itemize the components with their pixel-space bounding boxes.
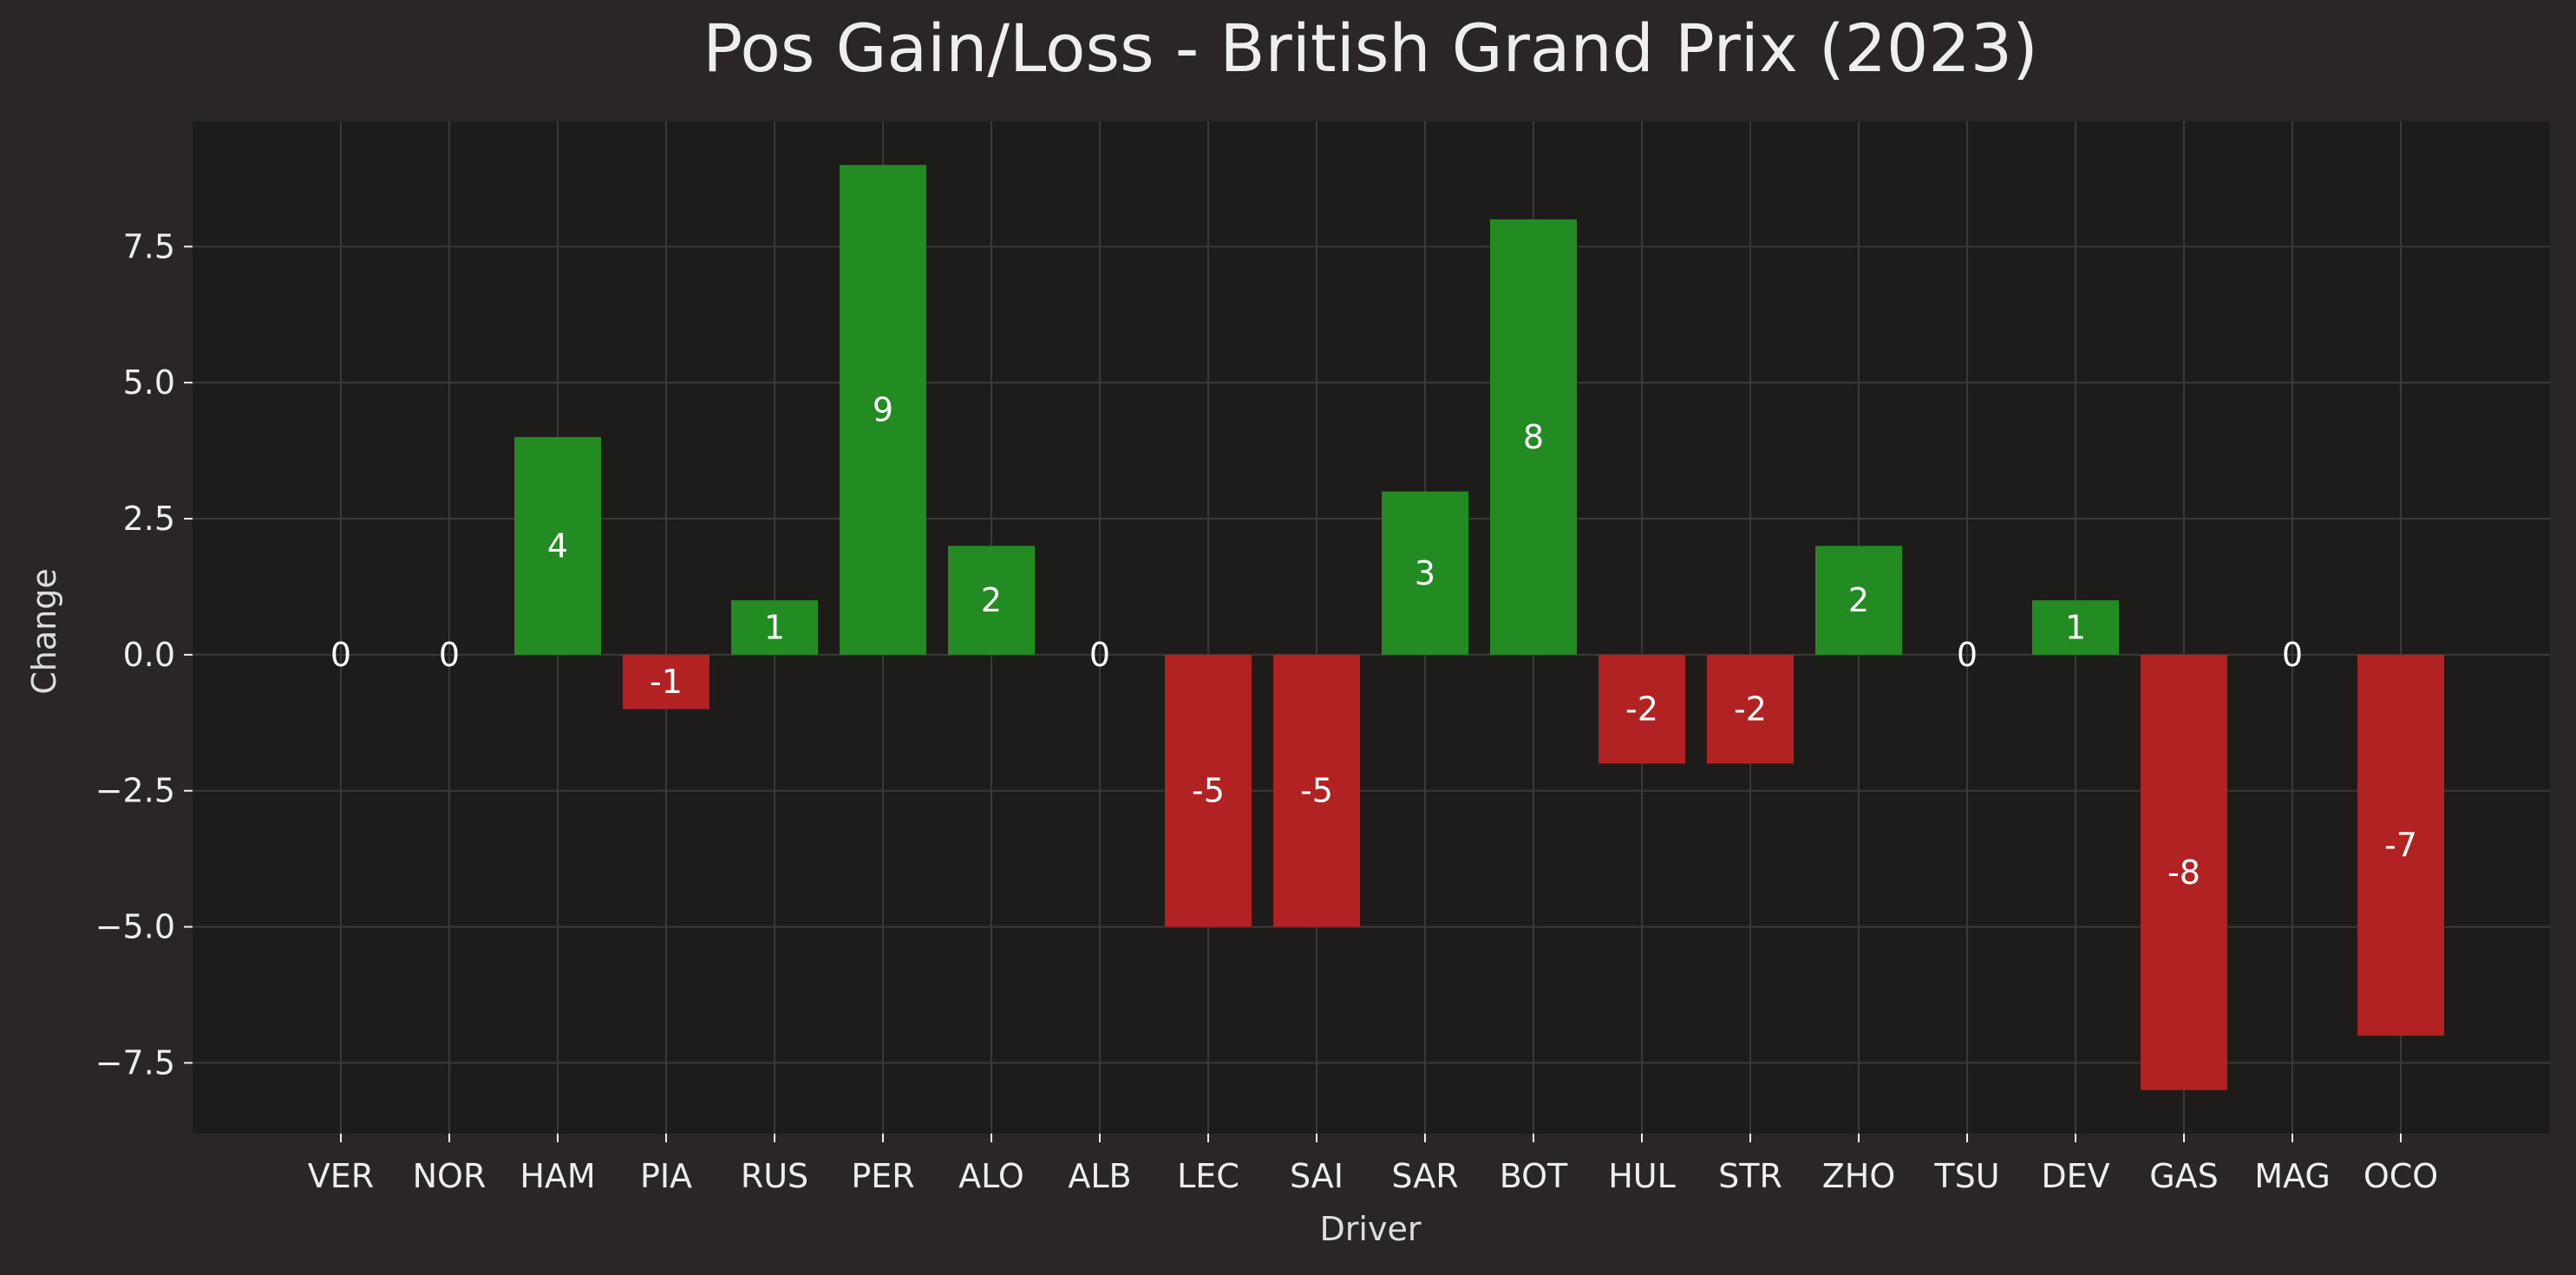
bar-label-alb: 0: [1089, 636, 1110, 674]
bar-oco: [2357, 654, 2444, 1036]
bar-alo: [948, 546, 1035, 655]
x-tick-label: SAR: [1391, 1157, 1458, 1195]
x-tick-label: PER: [851, 1157, 914, 1195]
bar-label-oco: -7: [2384, 826, 2417, 864]
bar-label-str: -2: [1734, 690, 1767, 729]
bar-label-sar: 3: [1415, 554, 1435, 592]
bar-hul: [1599, 654, 1685, 764]
bar-label-alo: 2: [981, 581, 1002, 619]
x-tick-label: OCO: [2364, 1157, 2438, 1195]
y-tick-label: 5.0: [123, 363, 175, 402]
chart-title: Pos Gain/Loss - British Grand Prix (2023…: [703, 10, 2037, 87]
y-tick-label: 2.5: [123, 500, 175, 538]
bar-label-rus: 1: [764, 609, 785, 647]
bar-label-per: 9: [873, 391, 893, 429]
bar-dev: [2032, 600, 2119, 655]
bar-per: [840, 165, 926, 655]
bar-ham: [514, 436, 601, 655]
bar-label-gas: -8: [2167, 853, 2200, 892]
x-tick-label: SAI: [1290, 1157, 1344, 1195]
x-tick-label: DEV: [2041, 1157, 2109, 1195]
y-tick-label: 0.0: [123, 636, 175, 674]
bar-label-ver: 0: [330, 636, 351, 674]
y-axis: −7.5 −5.0 −2.5 0.0 2.5 5.0 7.5: [95, 227, 193, 1082]
x-tick-label: BOT: [1500, 1157, 1568, 1195]
bar-sai: [1273, 654, 1360, 927]
x-tick-label: NOR: [413, 1157, 487, 1195]
x-tick-label: HUL: [1608, 1157, 1676, 1195]
bar-lec: [1165, 654, 1252, 927]
bar-zho: [1815, 546, 1902, 655]
bar-labels: 0 0 4 -1 1 9 2 0 -5 -5 3 8 -2 -2 2 0 1 -8 0 -7: [330, 391, 2417, 892]
bar-label-zho: 2: [1848, 581, 1869, 619]
y-tick-label: −7.5: [95, 1043, 175, 1082]
x-tick-label: STR: [1718, 1157, 1782, 1195]
x-tick-label: ALB: [1068, 1157, 1131, 1195]
bar-label-hul: -2: [1625, 690, 1658, 729]
bar-pia: [623, 654, 709, 709]
bar-label-lec: -5: [1192, 772, 1225, 810]
bar-label-dev: 1: [2065, 609, 2086, 647]
y-axis-label: Change: [25, 568, 63, 695]
x-tick-label: ZHO: [1822, 1157, 1896, 1195]
bar-rus: [731, 600, 818, 655]
bar-label-sai: -5: [1300, 772, 1333, 810]
y-tick-label: −2.5: [95, 772, 175, 810]
x-axis-label: Driver: [1320, 1210, 1422, 1248]
bar-label-ham: 4: [547, 526, 568, 565]
x-tick-label: VER: [308, 1157, 374, 1195]
x-tick-label: LEC: [1177, 1157, 1239, 1195]
x-axis: VER NOR HAM PIA RUS PER ALO ALB LEC SAI SAR BOT HUL S…: [308, 1134, 2438, 1195]
bar-label-mag: 0: [2282, 636, 2303, 674]
bar-sar: [1382, 491, 1468, 655]
bar-label-pia: -1: [650, 663, 683, 701]
x-tick-label: ALO: [958, 1157, 1024, 1195]
x-tick-label: PIA: [640, 1157, 692, 1195]
x-tick-label: MAG: [2254, 1157, 2331, 1195]
bars: [514, 165, 2444, 1090]
bar-gas: [2141, 654, 2227, 1090]
y-tick-label: −5.0: [95, 908, 175, 946]
bar-label-tsu: 0: [1957, 636, 1978, 674]
bar-label-bot: 8: [1523, 418, 1544, 456]
x-tick-label: RUS: [741, 1157, 808, 1195]
y-tick-label: 7.5: [123, 227, 175, 265]
bar-bot: [1490, 219, 1577, 655]
x-tick-label: HAM: [520, 1157, 595, 1195]
bar-label-nor: 0: [439, 636, 460, 674]
bar-str: [1707, 654, 1794, 764]
x-tick-label: GAS: [2149, 1157, 2219, 1195]
x-tick-label: TSU: [1933, 1157, 1999, 1195]
